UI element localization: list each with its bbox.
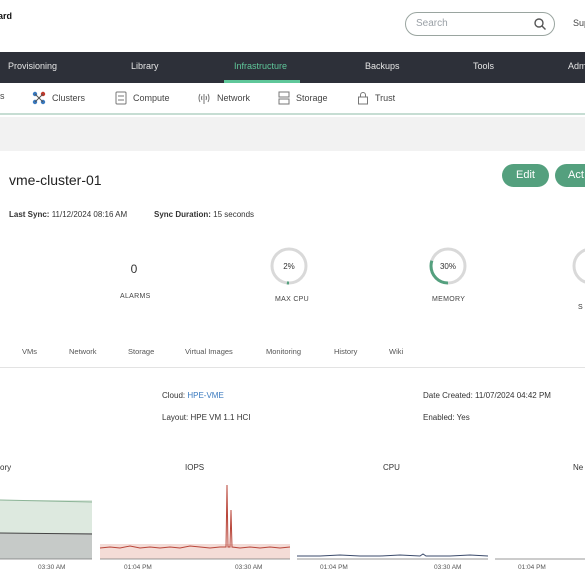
date-created-label: Date Created:: [423, 391, 473, 400]
tab-wiki[interactable]: Wiki: [389, 347, 404, 356]
nav-library[interactable]: Library: [131, 61, 159, 71]
enabled-row: Enabled: Yes: [423, 413, 470, 422]
last-sync-value: 11/12/2024 08:16 AM: [51, 210, 128, 219]
date-created-value: 11/07/2024 04:42 PM: [475, 391, 551, 400]
memory-gauge-fill: [429, 247, 467, 285]
tab-storage[interactable]: Storage: [128, 347, 155, 356]
layout-value: HPE VM 1.1 HCI: [190, 413, 251, 422]
sync-duration-value: 15 seconds: [213, 210, 255, 219]
subnav-item-storage[interactable]: Storage: [278, 91, 328, 105]
enabled-label: Enabled:: [423, 413, 455, 422]
cloud-link[interactable]: HPE-VME: [187, 391, 224, 400]
cpu-line: [297, 553, 489, 557]
network-tick: 01:04 PM: [518, 564, 546, 571]
page-title: vme-cluster-01: [9, 172, 102, 188]
memory-label: MEMORY: [432, 296, 466, 303]
main-nav: Provisioning Library Infrastructure Back…: [0, 52, 585, 83]
subnav-label-clusters: Clusters: [52, 93, 86, 103]
cpu-value: 2%: [283, 262, 295, 271]
subnav-item-partial[interactable]: s: [0, 91, 5, 101]
sub-nav: s Clusters Compute Network Storage Trust: [0, 83, 585, 115]
subnav-label-storage: Storage: [296, 93, 328, 103]
memory-chart: [0, 499, 93, 560]
tab-monitoring[interactable]: Monitoring: [266, 347, 302, 356]
active-nav-indicator: [224, 80, 300, 83]
tab-virtual-images[interactable]: Virtual Images: [185, 347, 233, 356]
search-icon[interactable]: [533, 17, 547, 31]
cpu-tick-2: 03:30 AM: [434, 564, 462, 571]
enabled-value: Yes: [456, 413, 470, 422]
cpu-chart-title: CPU: [383, 463, 400, 472]
actions-button[interactable]: Act: [555, 164, 585, 187]
layout-label: Layout:: [162, 413, 189, 422]
cpu-stat: 2% MAX CPU: [268, 262, 310, 303]
memory-tick: 03:30 AM: [38, 564, 66, 571]
cloud-label: Cloud:: [162, 391, 186, 400]
storage-stat-label: S: [578, 296, 583, 314]
iops-tick-2: 03:30 AM: [235, 564, 263, 571]
memory-gauge: [429, 247, 467, 285]
support-link[interactable]: Sup: [573, 18, 585, 28]
network-icon: [198, 93, 210, 104]
memory-cached-area: [0, 533, 92, 559]
network-chart-title: Ne: [573, 463, 584, 472]
clusters-icon: [32, 91, 46, 105]
sync-duration: Sync Duration: 15 seconds: [154, 210, 254, 219]
subnav-partial-label: s: [0, 91, 5, 101]
memory-stat: 30% MEMORY: [427, 262, 469, 303]
tab-network[interactable]: Network: [69, 347, 97, 356]
storage-icon: [278, 91, 290, 105]
sync-duration-label: Sync Duration:: [154, 210, 211, 219]
nav-infrastructure[interactable]: Infrastructure: [234, 61, 288, 71]
iops-line: [99, 484, 291, 549]
tab-vms[interactable]: VMs: [22, 347, 37, 356]
cpu-tick-1: 01:04 PM: [320, 564, 348, 571]
cpu-gauge-fill: [270, 247, 308, 285]
iops-tick-1: 01:04 PM: [124, 564, 152, 571]
detail-tabs: VMs Network Storage Virtual Images Monit…: [0, 340, 585, 368]
cpu-label: MAX CPU: [275, 296, 309, 303]
memory-total-line: [0, 499, 93, 503]
edit-button[interactable]: Edit: [502, 164, 549, 187]
nav-tools[interactable]: Tools: [473, 61, 495, 71]
breadcrumb-band: [0, 117, 585, 151]
monitoring-charts: [0, 484, 585, 560]
nav-backups[interactable]: Backups: [365, 61, 400, 71]
last-sync-label: Last Sync:: [9, 210, 50, 219]
storage-label: S: [578, 304, 583, 311]
subnav-item-compute[interactable]: Compute: [115, 91, 170, 105]
search-input[interactable]: Search: [405, 12, 555, 36]
subnav-label-network: Network: [217, 93, 251, 103]
iops-chart: [99, 484, 291, 560]
compute-icon: [115, 91, 127, 105]
subnav-item-trust[interactable]: Trust: [357, 91, 395, 105]
nav-provisioning[interactable]: Provisioning: [8, 61, 58, 71]
cpu-gauge: [270, 247, 308, 285]
date-created-row: Date Created: 11/07/2024 04:42 PM: [423, 391, 551, 400]
cloud-row: Cloud: HPE-VME: [162, 391, 224, 400]
top-bar: ard Search Sup: [0, 0, 585, 52]
iops-chart-title: IOPS: [185, 463, 205, 472]
subnav-item-clusters[interactable]: Clusters: [32, 91, 85, 105]
memory-chart-title: ory: [0, 463, 12, 472]
layout-row: Layout: HPE VM 1.1 HCI: [162, 413, 251, 422]
subnav-item-network[interactable]: Network: [197, 91, 250, 105]
brand-logo-text: ard: [0, 11, 13, 21]
memory-cached-line: [0, 532, 93, 535]
memory-value: 30%: [439, 262, 456, 271]
lock-icon: [358, 92, 368, 105]
nav-admin[interactable]: Adm: [568, 61, 585, 71]
tab-history[interactable]: History: [334, 347, 358, 356]
alarms-value: 0: [130, 262, 138, 276]
last-sync: Last Sync: 11/12/2024 08:16 AM: [9, 210, 127, 219]
cpu-chart: [297, 553, 489, 560]
alarms-label: ALARMS: [120, 293, 151, 300]
storage-gauge: [572, 248, 585, 284]
subnav-label-trust: Trust: [375, 93, 396, 103]
search-placeholder: Search: [416, 18, 448, 29]
subnav-label-compute: Compute: [133, 93, 170, 103]
alarms-stat: 0 ALARMS: [114, 262, 154, 300]
